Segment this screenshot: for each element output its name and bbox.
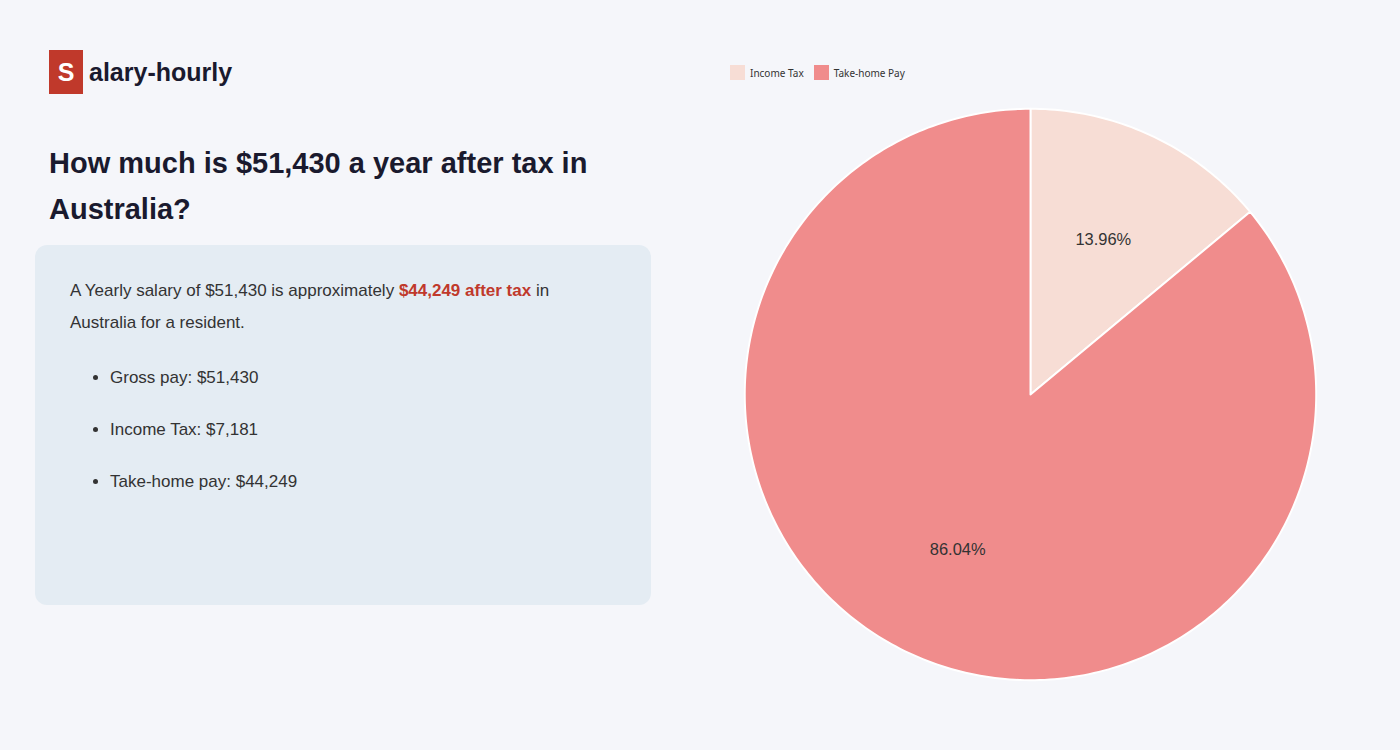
html-text:Income Tax: Income Tax [750,65,804,80]
html-text:Income Tax: $7,181: Income Tax: $7,181 [110,419,259,439]
html-text:Take-home pay: $44,249: Take-home pay: $44,249 [110,472,298,492]
svg-text:86.04%: 86.04% [930,540,986,558]
html-text:A Yearly salary of $51,430 is: A Yearly salary of $51,430 is approximat… [70,281,550,333]
html-text:Take-home Pay: Take-home Pay [833,65,905,80]
html-text:How much is $51,430 a year aft: How much is $51,430 a year after tax in … [49,147,588,226]
html-text:Gross pay: $51,430: Gross pay: $51,430 [110,367,259,387]
html-text:S: S [57,57,75,86]
html-text:alary-hourly: alary-hourly [89,57,233,86]
svg-text:13.96%: 13.96% [1075,230,1131,248]
